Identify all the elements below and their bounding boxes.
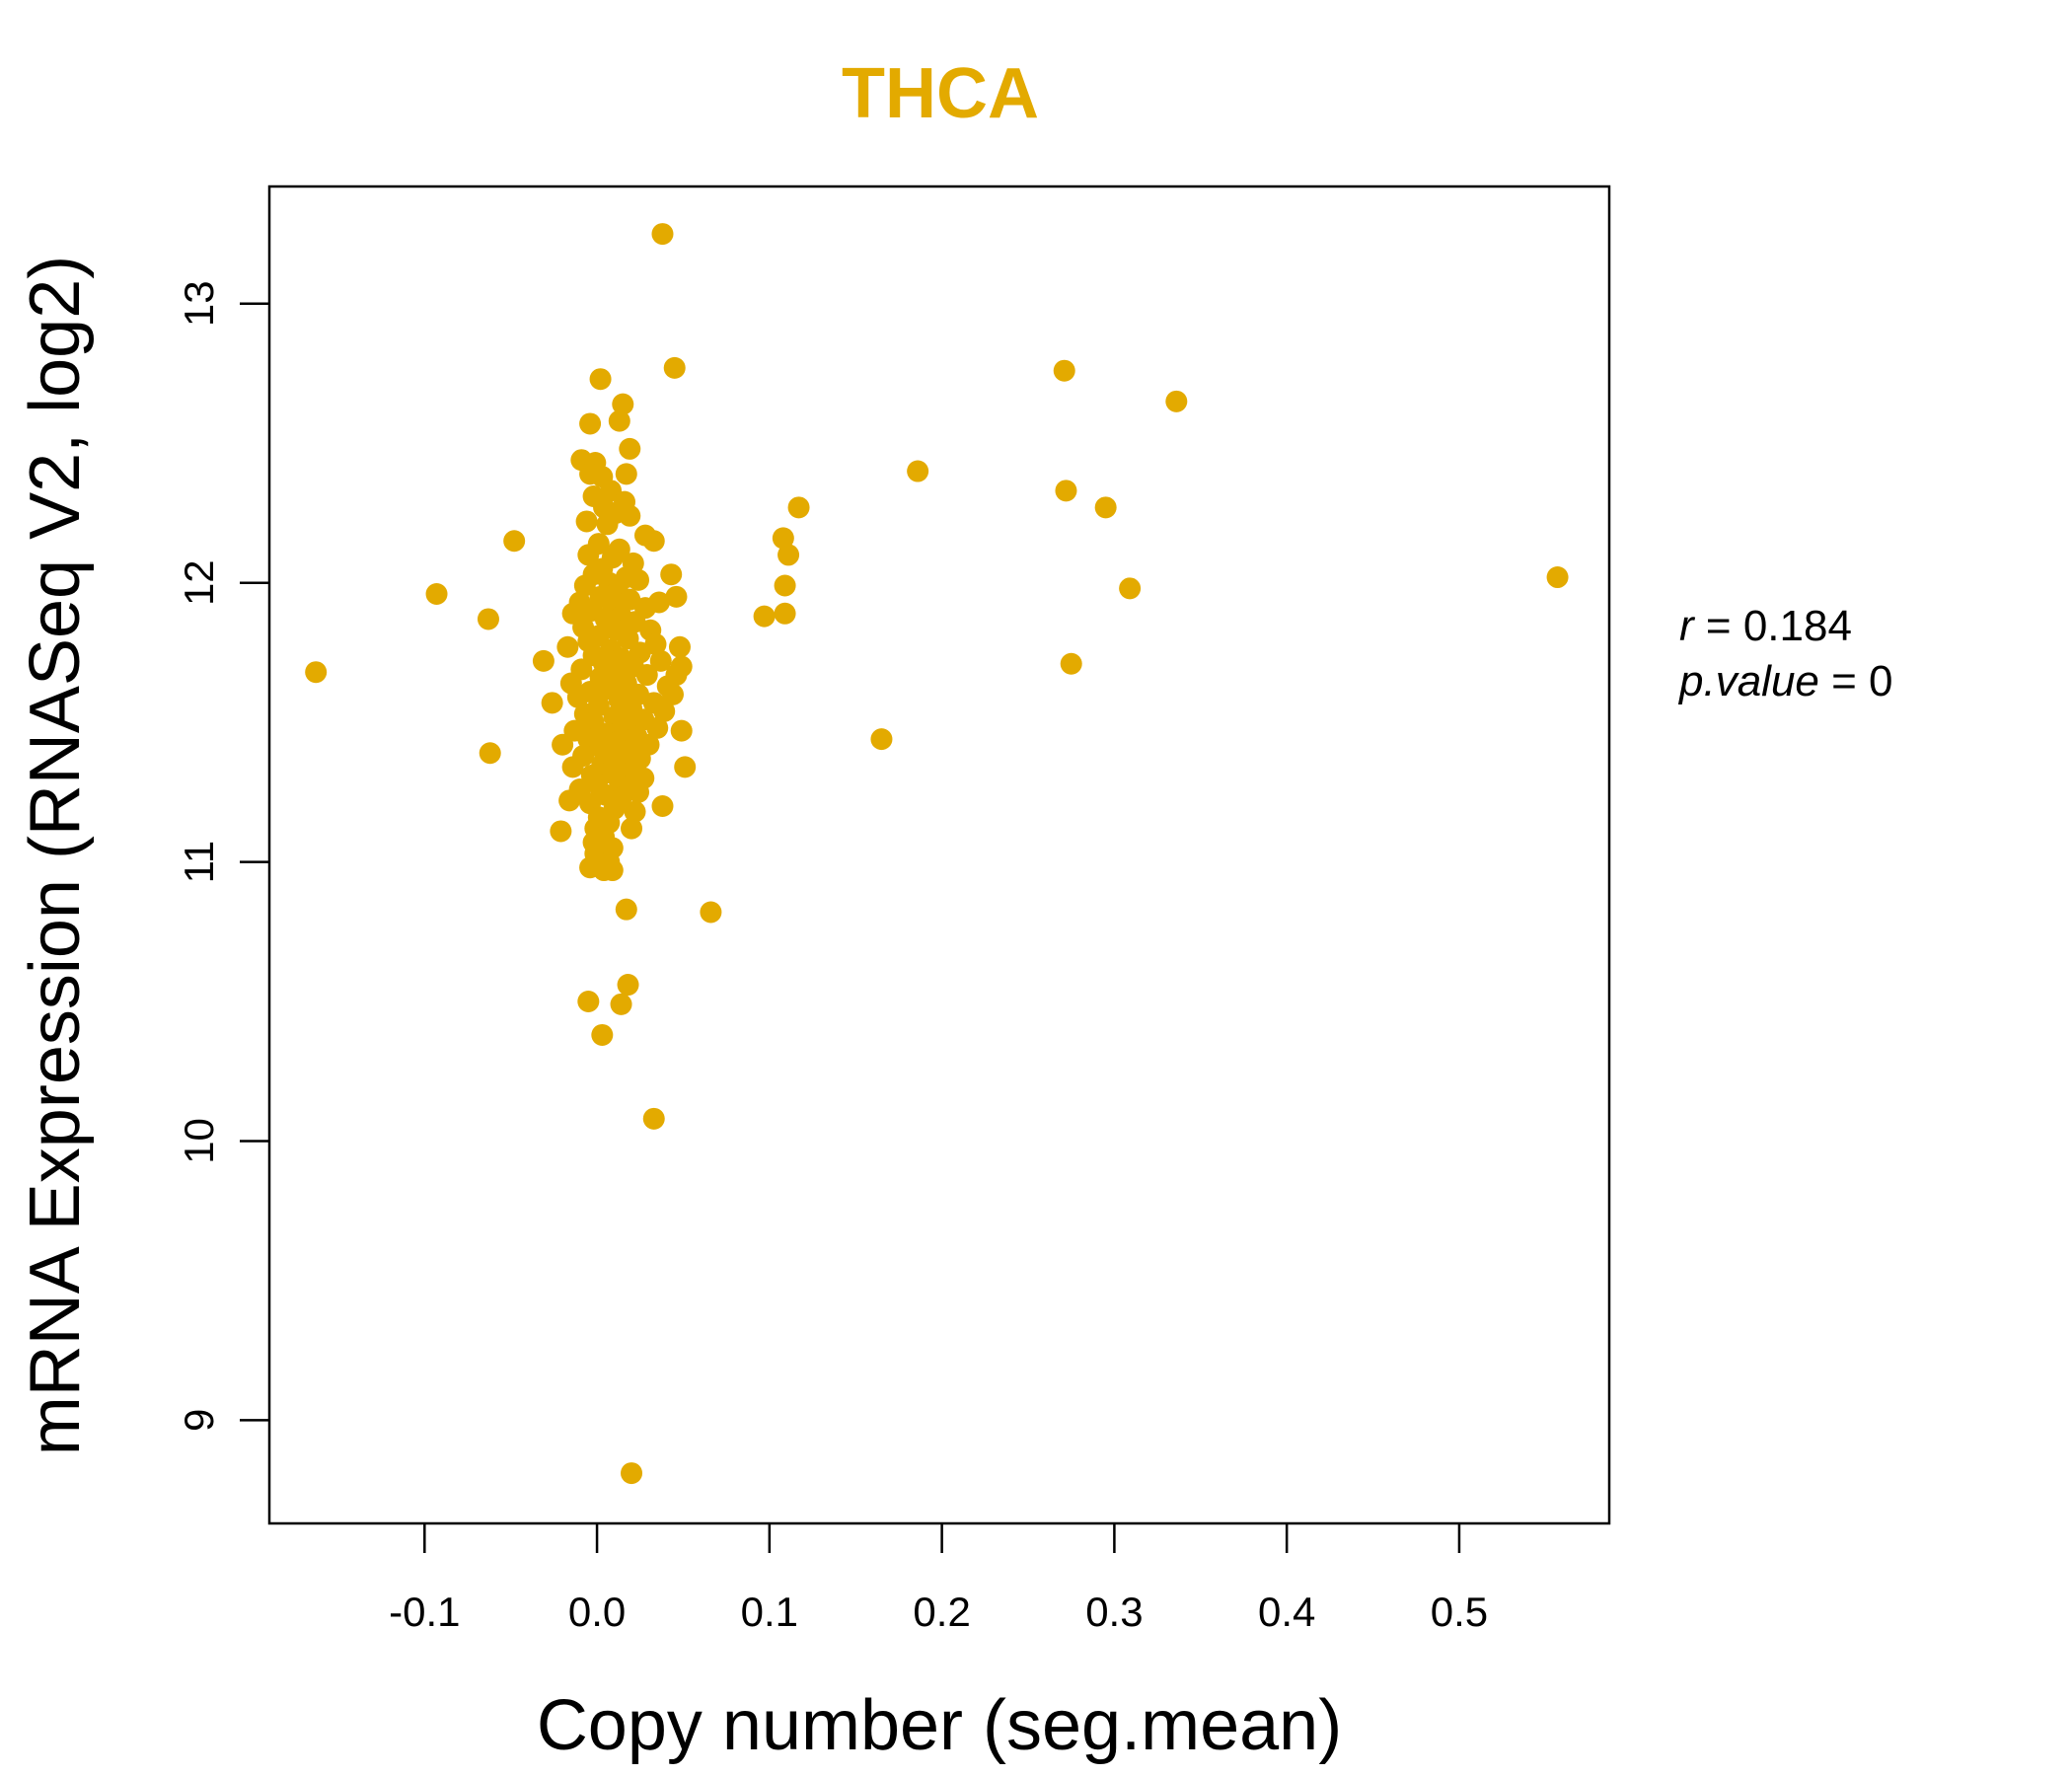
- data-point: [651, 223, 674, 246]
- x-tick-label: 0.3: [1085, 1589, 1143, 1635]
- y-tick-label: 11: [176, 841, 222, 884]
- data-point: [566, 686, 589, 708]
- data-point: [619, 437, 641, 460]
- data-point: [624, 800, 646, 823]
- data-point: [477, 608, 499, 630]
- data-point: [753, 605, 776, 628]
- data-point: [591, 1023, 614, 1046]
- data-point: [663, 356, 686, 379]
- data-point: [561, 756, 584, 778]
- y-tick-label: 10: [176, 1118, 222, 1164]
- x-tick-label: 0.5: [1431, 1589, 1488, 1635]
- svg-text:p.value = 0: p.value = 0: [1677, 657, 1893, 705]
- data-point: [552, 733, 574, 756]
- data-point: [642, 530, 665, 553]
- data-point: [617, 974, 639, 997]
- data-points: [305, 223, 1569, 1485]
- data-point: [907, 460, 929, 482]
- data-point: [479, 742, 501, 765]
- data-point: [425, 583, 448, 606]
- data-point: [1546, 566, 1569, 589]
- data-point: [642, 1107, 665, 1130]
- data-point: [589, 368, 612, 391]
- data-point: [649, 649, 672, 672]
- data-point: [646, 716, 669, 739]
- data-point: [668, 635, 691, 658]
- data-point: [556, 635, 579, 658]
- y-tick-label: 12: [176, 559, 222, 606]
- x-tick-label: 0.0: [568, 1589, 626, 1635]
- data-point: [651, 794, 674, 817]
- p-label: p.value: [1677, 657, 1819, 705]
- data-point: [1165, 390, 1188, 412]
- data-point: [772, 527, 794, 550]
- chart-title: THCA: [842, 54, 1039, 133]
- plot-frame: [267, 185, 1611, 1525]
- data-point: [628, 780, 650, 803]
- data-point: [628, 568, 650, 591]
- data-point: [503, 530, 526, 553]
- r-value: 0.184: [1743, 602, 1852, 650]
- data-point: [621, 1462, 643, 1485]
- data-point: [550, 820, 572, 843]
- stats-annotation: r = 0.184 p.value = 0: [1677, 602, 1893, 705]
- data-point: [870, 728, 893, 751]
- x-tick-label: 0.1: [741, 1589, 798, 1635]
- data-point: [615, 898, 637, 921]
- data-point: [305, 661, 328, 684]
- data-point: [674, 756, 697, 778]
- r-equals: =: [1694, 602, 1743, 650]
- x-axis-title: Copy number (seg.mean): [537, 1686, 1342, 1765]
- y-axis: 9 10 11 12 13: [176, 280, 269, 1432]
- data-point: [700, 901, 722, 924]
- y-tick-label: 13: [176, 280, 222, 327]
- data-point: [1094, 496, 1117, 519]
- data-point: [577, 544, 600, 566]
- data-point: [635, 664, 658, 687]
- data-point: [575, 510, 598, 533]
- data-point: [670, 719, 693, 742]
- x-axis: -0.1 0.0 0.1 0.2 0.3 0.4 0.5: [389, 1523, 1488, 1635]
- data-point: [573, 574, 596, 597]
- data-point: [532, 649, 555, 672]
- r-label: r: [1679, 602, 1696, 650]
- data-point: [1060, 652, 1082, 675]
- x-tick-label: 0.2: [913, 1589, 970, 1635]
- data-point: [541, 692, 563, 714]
- svg-text:r = 0.184: r = 0.184: [1679, 602, 1852, 650]
- data-point: [596, 513, 619, 536]
- data-point: [1055, 480, 1077, 502]
- x-tick-label: 0.4: [1258, 1589, 1315, 1635]
- data-point: [665, 585, 688, 608]
- data-point: [653, 700, 676, 722]
- p-value: 0: [1869, 657, 1892, 705]
- data-point: [619, 504, 641, 527]
- data-point: [774, 602, 796, 625]
- data-point: [1053, 359, 1075, 382]
- data-point: [660, 563, 683, 586]
- y-axis-title: mRNA Expression (RNASeq V2, log2): [16, 256, 95, 1455]
- data-point: [608, 409, 630, 432]
- data-point: [612, 393, 634, 415]
- data-point: [593, 859, 616, 882]
- data-point: [661, 683, 684, 705]
- data-point: [558, 789, 581, 812]
- data-point: [774, 574, 796, 597]
- data-point: [1119, 577, 1142, 600]
- data-point: [787, 496, 810, 519]
- data-point: [577, 991, 600, 1013]
- data-point: [621, 817, 643, 840]
- p-equals: =: [1819, 657, 1869, 705]
- data-point: [615, 463, 637, 485]
- data-point: [579, 412, 602, 435]
- data-point: [777, 544, 800, 566]
- data-point: [579, 463, 602, 485]
- x-tick-label: -0.1: [389, 1589, 460, 1635]
- data-point: [610, 993, 632, 1015]
- y-tick-label: 9: [176, 1409, 222, 1432]
